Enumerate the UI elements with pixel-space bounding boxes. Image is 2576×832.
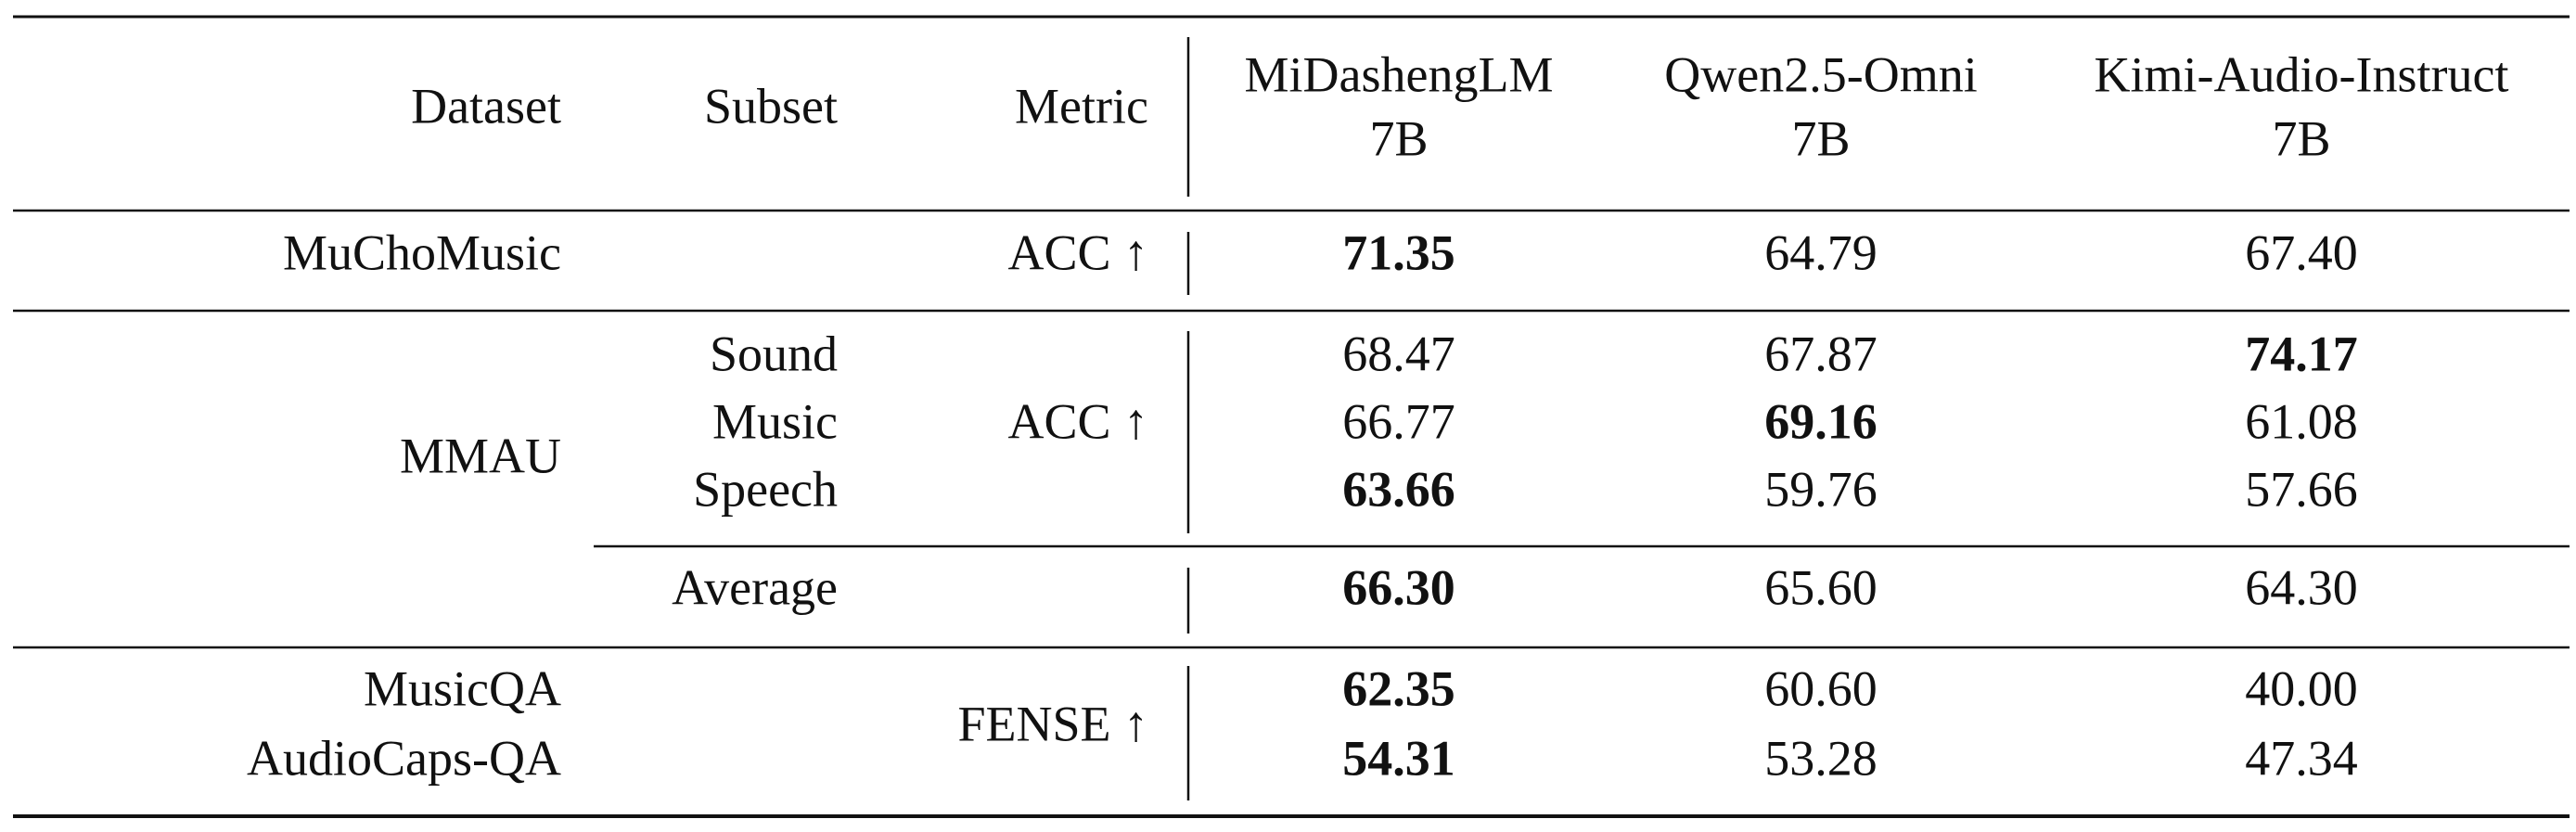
score: 40.00 bbox=[2245, 660, 2358, 716]
dataset: MMAU bbox=[400, 428, 561, 483]
subset: Sound bbox=[710, 326, 838, 381]
score: 68.47 bbox=[1342, 326, 1455, 381]
model-name: Qwen2.5-Omni bbox=[1664, 46, 1977, 102]
metric: ACC ↑ bbox=[1007, 224, 1148, 280]
score: 69.16 bbox=[1764, 393, 1878, 449]
score: 74.17 bbox=[2245, 326, 2358, 381]
score: 67.40 bbox=[2245, 224, 2358, 280]
score: 71.35 bbox=[1342, 224, 1455, 280]
subset: Music bbox=[712, 393, 838, 449]
model-name: Kimi-Audio-Instruct bbox=[2095, 46, 2509, 102]
dataset: MuChoMusic bbox=[283, 224, 561, 280]
score: 54.31 bbox=[1342, 730, 1455, 786]
model-size: 7B bbox=[1369, 110, 1428, 166]
model-size: 7B bbox=[2272, 110, 2330, 166]
model-size: 7B bbox=[1791, 110, 1850, 166]
metric: ACC ↑ bbox=[1007, 393, 1148, 449]
score: 60.60 bbox=[1764, 660, 1878, 716]
score: 47.34 bbox=[2245, 730, 2358, 786]
score: 63.66 bbox=[1342, 461, 1455, 517]
score: 53.28 bbox=[1764, 730, 1878, 786]
metric: FENSE ↑ bbox=[957, 696, 1148, 751]
score: 67.87 bbox=[1764, 326, 1878, 381]
score: 64.30 bbox=[2245, 559, 2358, 615]
score: 64.79 bbox=[1764, 224, 1878, 280]
score: 66.30 bbox=[1342, 559, 1455, 615]
score: 66.77 bbox=[1342, 393, 1455, 449]
score: 59.76 bbox=[1764, 461, 1878, 517]
dataset: MusicQA bbox=[364, 660, 561, 716]
header-subset: Subset bbox=[704, 78, 838, 134]
score: 61.08 bbox=[2245, 393, 2358, 449]
subset: Average bbox=[672, 559, 838, 615]
dataset: AudioCaps-QA bbox=[247, 730, 561, 786]
header-dataset: Dataset bbox=[411, 78, 561, 134]
score: 65.60 bbox=[1764, 559, 1878, 615]
score: 57.66 bbox=[2245, 461, 2358, 517]
header-metric: Metric bbox=[1015, 78, 1148, 134]
model-name: MiDashengLM bbox=[1245, 46, 1554, 102]
score: 62.35 bbox=[1342, 660, 1455, 716]
subset: Speech bbox=[693, 461, 838, 517]
